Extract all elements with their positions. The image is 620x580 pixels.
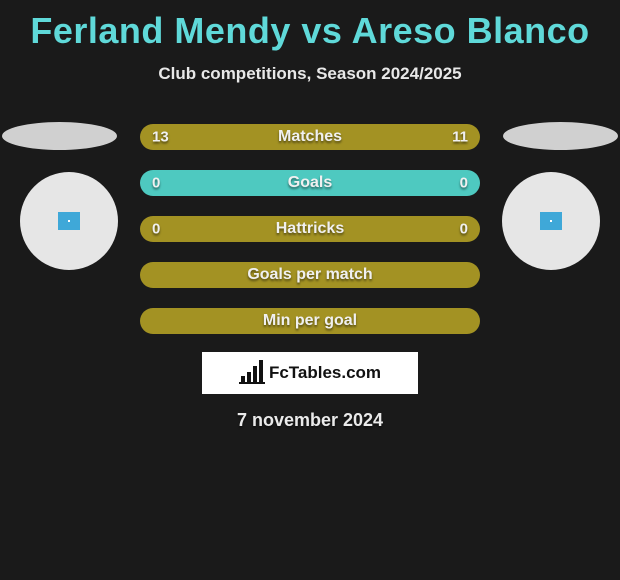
stat-row-goals: 0 Goals 0 bbox=[140, 170, 480, 196]
stat-label: Goals bbox=[288, 174, 332, 192]
player-avatar-left bbox=[20, 172, 118, 270]
fctables-logo-icon bbox=[239, 362, 265, 384]
snapshot-date: 7 november 2024 bbox=[0, 410, 620, 431]
subtitle: Club competitions, Season 2024/2025 bbox=[0, 64, 620, 84]
player-avatar-right bbox=[502, 172, 600, 270]
branding-text: FcTables.com bbox=[269, 363, 381, 383]
page-title: Ferland Mendy vs Areso Blanco bbox=[0, 0, 620, 52]
stat-label: Hattricks bbox=[276, 220, 344, 238]
stat-label: Matches bbox=[278, 128, 342, 146]
country-shadow-left bbox=[2, 122, 117, 150]
branding-watermark: FcTables.com bbox=[202, 352, 418, 394]
stat-label: Min per goal bbox=[263, 312, 357, 330]
stat-left-value: 0 bbox=[152, 221, 160, 238]
stat-right-value: 0 bbox=[460, 221, 468, 238]
country-shadow-right bbox=[503, 122, 618, 150]
stat-left-value: 13 bbox=[152, 129, 169, 146]
stat-row-min-per-goal: Min per goal bbox=[140, 308, 480, 334]
placeholder-icon bbox=[540, 212, 562, 230]
stat-row-goals-per-match: Goals per match bbox=[140, 262, 480, 288]
stat-right-value: 11 bbox=[452, 129, 468, 146]
stat-row-matches: 13 Matches 11 bbox=[140, 124, 480, 150]
stat-right-value: 0 bbox=[460, 175, 468, 192]
stat-row-hattricks: 0 Hattricks 0 bbox=[140, 216, 480, 242]
stat-label: Goals per match bbox=[247, 266, 372, 284]
placeholder-icon bbox=[58, 212, 80, 230]
stat-bars: 13 Matches 11 0 Goals 0 0 Hattricks 0 Go… bbox=[140, 124, 480, 354]
stat-left-value: 0 bbox=[152, 175, 160, 192]
